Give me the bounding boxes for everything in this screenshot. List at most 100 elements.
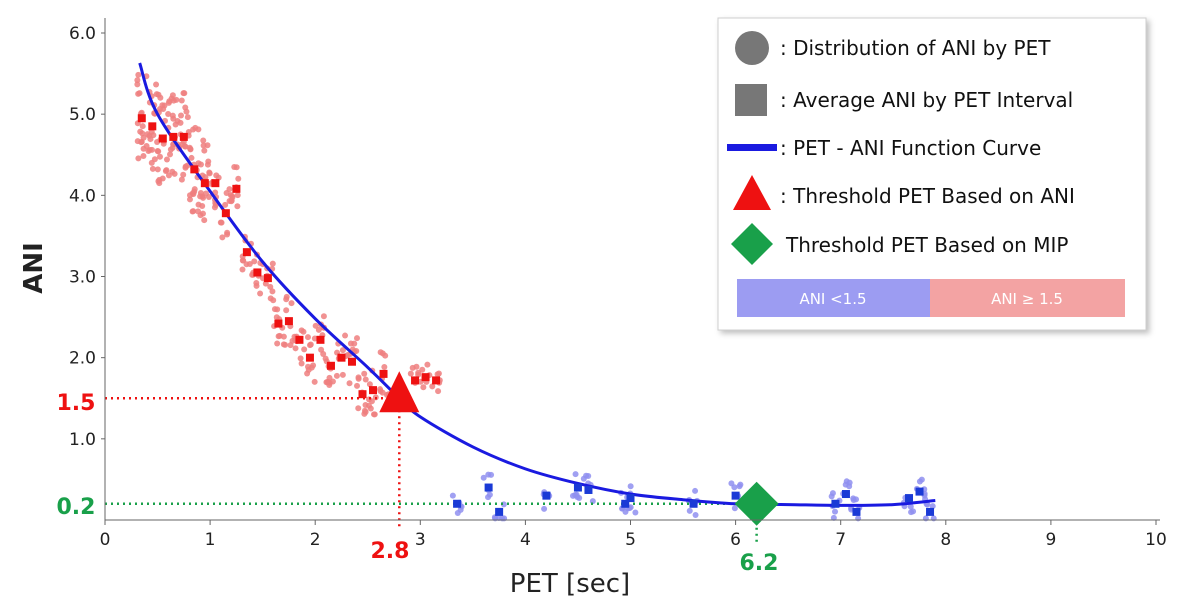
distribution-point [186,196,193,203]
average-marker [411,376,420,385]
distribution-point [339,347,346,354]
distribution-point [234,192,241,199]
distribution-point [219,234,226,241]
legend-item-average: : Average ANI by PET Interval [780,88,1073,112]
distribution-point [413,363,420,370]
distribution-point [323,379,330,386]
average-marker [200,179,209,188]
y-tick-label: 3.0 [69,268,96,288]
legend-item-mip-threshold: Threshold PET Based on MIP [785,233,1068,257]
distribution-point [365,402,372,409]
distribution-point [135,90,142,97]
distribution-point [135,155,142,162]
distribution-circle-icon [735,31,769,65]
average-marker [621,499,630,508]
distribution-point [163,156,170,163]
distribution-point [424,361,431,368]
mip-threshold-x-label: 6.2 [740,551,779,576]
average-marker [584,485,593,494]
distribution-point [344,352,351,359]
distribution-point [154,166,161,173]
legend-box [717,17,1147,331]
distribution-point [165,172,172,179]
distribution-point [274,340,281,347]
mip-threshold-marker [734,481,779,526]
distribution-point [311,378,318,385]
distribution-point [271,306,278,313]
distribution-point [229,193,236,200]
y-tick-label: 5.0 [69,105,96,125]
distribution-point [731,505,738,512]
distribution-point [170,115,177,122]
y-axis-title: ANI [19,242,49,294]
x-tick-label: 3 [415,530,426,550]
average-marker [316,335,325,344]
distribution-point [368,398,375,405]
average-marker [253,268,262,277]
x-tick-label: 10 [1145,530,1167,550]
y-ticks: 1.0 2.0 3.0 4.0 5.0 6.0 [69,24,105,450]
distribution-point [305,363,312,370]
average-marker [731,491,740,500]
average-marker [232,184,241,193]
distribution-point [146,146,153,153]
average-marker [831,499,840,508]
distribution-point [280,341,287,348]
distribution-point [692,487,699,494]
distribution-point [307,341,314,348]
distribution-point [197,193,204,200]
average-marker [190,165,199,174]
distribution-point [178,112,185,119]
distribution-point [370,411,377,418]
distribution-point [180,171,187,178]
distribution-point [166,98,173,105]
average-marker [326,361,335,370]
distribution-point [850,496,857,503]
distribution-point [916,478,923,485]
distribution-point [262,280,269,287]
distribution-point [273,314,280,321]
distribution-point [362,376,369,383]
average-marker [453,499,462,508]
distribution-point [333,372,340,379]
distribution-point [177,119,184,126]
distribution-point [310,362,317,369]
average-marker [158,134,167,143]
distribution-point [239,266,246,273]
distribution-point [138,139,145,146]
band-high [930,279,1125,317]
distribution-point [165,111,172,118]
distribution-point [287,342,294,349]
distribution-point [280,333,287,340]
average-marker [573,483,582,492]
distribution-point [246,261,253,268]
distribution-point [151,156,158,163]
distribution-point [318,346,325,353]
distribution-point [253,279,260,286]
distribution-point [224,231,231,238]
distribution-point [153,81,160,88]
curve-line-icon [727,144,777,151]
band-low [737,279,930,317]
distribution-point [829,490,836,497]
average-marker [211,179,220,188]
distribution-point [283,307,290,314]
distribution-point [190,208,197,215]
average-marker [495,507,504,516]
distribution-point [311,335,318,342]
distribution-point [627,483,634,490]
distribution-point [415,371,422,378]
ani-threshold-x-label: 2.8 [371,539,410,564]
mip-threshold-diamond-icon [731,223,773,265]
average-marker [274,319,283,328]
distribution-point [137,128,144,135]
band-high-label: ANI ≥ 1.5 [991,290,1063,308]
distribution-point [832,508,839,515]
distribution-point [146,132,153,139]
x-tick-label: 6 [730,530,741,550]
distribution-point [435,370,442,377]
distribution-point [186,192,193,199]
distribution-point [407,370,414,377]
average-marker [295,335,304,344]
distribution-point [228,197,235,204]
